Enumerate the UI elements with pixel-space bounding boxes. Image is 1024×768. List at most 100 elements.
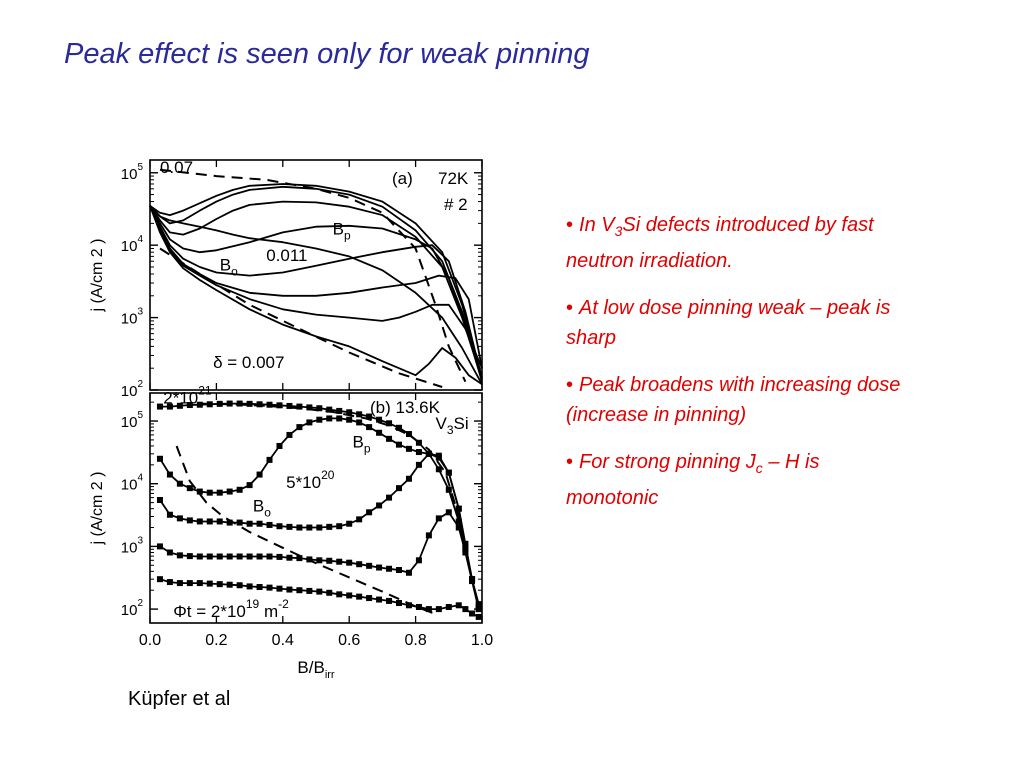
data-point: [455, 505, 462, 512]
x-axis-label: B/Birr: [297, 658, 335, 681]
data-point: [356, 419, 363, 426]
data-point: [445, 469, 452, 476]
data-point: [396, 424, 402, 431]
data-point: [156, 543, 163, 550]
data-point: [156, 576, 163, 583]
data-point: [226, 519, 233, 526]
data-point: [316, 557, 323, 564]
x-tick-label: 0.0: [139, 632, 161, 649]
data-point: [326, 557, 333, 564]
data-point: [435, 466, 442, 473]
data-point: [196, 401, 203, 408]
annotation-label: 5*1020: [286, 468, 335, 492]
bullet-list: • In V3Si defects introduced by fast neut…: [566, 210, 916, 530]
data-point: [316, 524, 323, 531]
data-point: [462, 540, 469, 547]
data-point: [216, 489, 223, 496]
data-point: [346, 592, 353, 599]
data-point: [356, 593, 363, 600]
data-point: [435, 452, 442, 459]
data-point: [366, 509, 373, 516]
data-point: [425, 606, 432, 613]
bullet-text: Si defects introduced by fast neutron ir…: [566, 214, 874, 272]
data-point: [226, 488, 233, 495]
bullet-text: Peak broadens with increasing dose (incr…: [566, 374, 901, 426]
data-point: [166, 403, 173, 410]
data-point: [445, 509, 452, 516]
data-point: [376, 596, 383, 603]
data-point: [196, 488, 203, 495]
data-point: [445, 603, 452, 610]
data-point: [166, 471, 173, 478]
data-point: [336, 407, 343, 414]
data-point: [435, 606, 442, 613]
data-point: [216, 581, 223, 588]
data-point: [156, 403, 163, 410]
y-tick-label: 105: [121, 162, 144, 183]
chart-figure: 102 103 104 105 j (A/cm 2 ) (a) 72K # 2 0.07 Bp 0.…: [89, 158, 493, 681]
data-point: [386, 597, 393, 604]
data-point: [286, 431, 293, 438]
y-axis-label: j (A/cm 2 ): [89, 472, 106, 546]
data-point: [236, 486, 243, 493]
data-point: [405, 602, 412, 609]
data-point: [415, 449, 422, 456]
data-point: [316, 416, 323, 423]
panel-label: (a): [392, 169, 413, 188]
data-point: [366, 424, 373, 431]
data-point: [276, 442, 283, 449]
data-point: [236, 582, 243, 589]
data-point: [435, 515, 442, 522]
data-point: [246, 400, 253, 407]
data-point: [445, 486, 452, 493]
annotation-label: V3Si: [436, 414, 469, 437]
data-point: [256, 520, 263, 527]
data-point: [425, 532, 432, 539]
data-point: [396, 567, 402, 574]
data-point: [405, 475, 412, 482]
annotation-label: Bo: [253, 497, 271, 520]
y-tick-label: 103: [121, 535, 144, 556]
bullet-item: • At low dose pinning weak – peak is shar…: [566, 293, 916, 353]
data-point: [356, 561, 363, 568]
data-point: [266, 584, 273, 591]
data-point: [376, 502, 383, 509]
data-point: [346, 409, 353, 416]
series-line: [149, 185, 483, 378]
annotation-label: Bo: [220, 255, 238, 278]
annotation-label: 2*1021: [163, 384, 212, 408]
data-point: [196, 518, 203, 525]
data-point: [176, 402, 183, 409]
data-point: [236, 400, 243, 407]
data-point: [376, 429, 383, 436]
dashed-guide-line: [159, 168, 467, 383]
data-point: [306, 419, 313, 426]
series-line: [149, 205, 483, 369]
data-point: [396, 600, 402, 607]
data-point: [176, 515, 183, 522]
data-point: [186, 485, 193, 492]
data-point: [166, 511, 173, 518]
annotation-label: Bp: [353, 432, 371, 455]
data-point: [276, 585, 283, 592]
bullet-dot: •: [566, 374, 574, 396]
data-point: [236, 519, 243, 526]
data-point: [186, 553, 193, 560]
data-point: [336, 415, 343, 422]
figure-caption: Küpfer et al: [128, 688, 231, 710]
data-point: [206, 489, 213, 496]
data-point: [206, 553, 213, 560]
data-point: [296, 424, 303, 431]
series-line: [159, 578, 480, 618]
data-point: [469, 610, 476, 617]
x-tick-label: 1.0: [471, 632, 493, 649]
data-point: [246, 553, 253, 560]
data-point: [475, 606, 482, 613]
data-point: [415, 603, 422, 610]
data-point: [276, 553, 283, 560]
data-point: [306, 587, 313, 594]
series-line: [159, 452, 480, 610]
data-point: [326, 406, 333, 413]
data-point: [405, 431, 412, 438]
data-point: [336, 591, 343, 598]
